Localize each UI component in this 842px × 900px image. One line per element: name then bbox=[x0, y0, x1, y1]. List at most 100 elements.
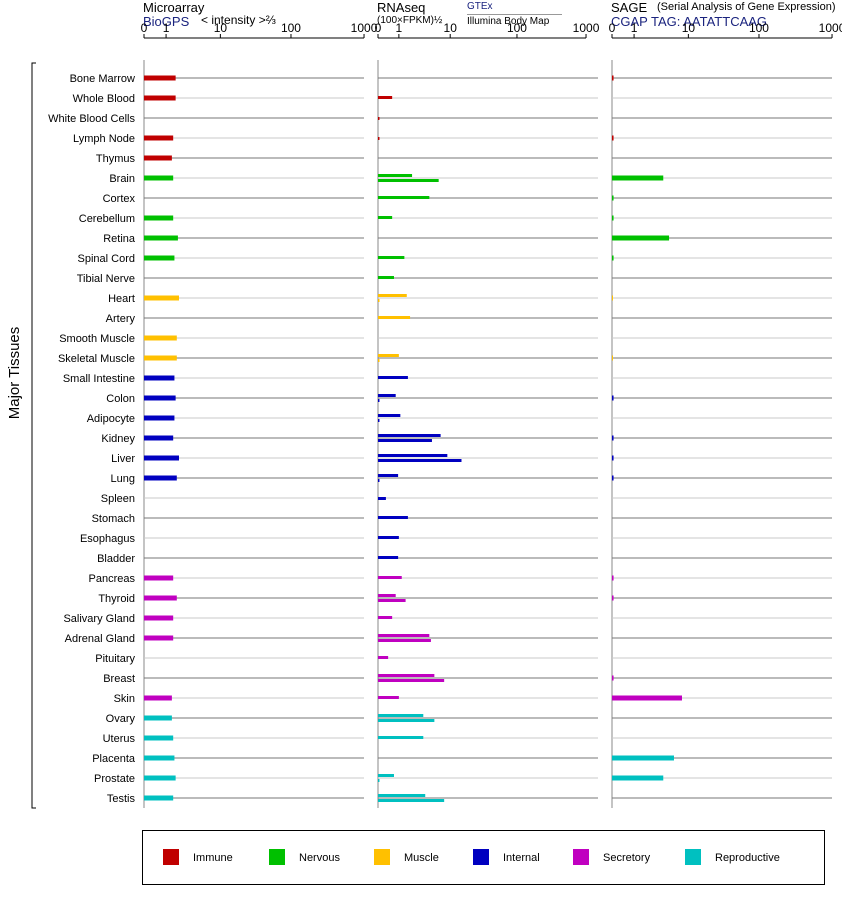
bar-microarray bbox=[144, 615, 174, 621]
bar-sage bbox=[612, 395, 614, 401]
bar-microarray bbox=[144, 735, 174, 741]
sage-tag: CGAP TAG: AATATTCAAG bbox=[611, 14, 768, 29]
bar-microarray bbox=[144, 755, 175, 761]
tissue-label: Prostate bbox=[94, 773, 135, 785]
tissue-label: Stomach bbox=[92, 513, 135, 525]
bar-microarray bbox=[144, 215, 174, 221]
bar-rnaseq-ibm bbox=[378, 117, 380, 120]
tissue-label: Breast bbox=[103, 673, 135, 685]
axes-layer bbox=[31, 34, 833, 809]
legend-label-reproductive: Reproductive bbox=[715, 852, 780, 864]
bar-rnaseq-gtex bbox=[378, 474, 399, 477]
bar-sage bbox=[612, 175, 664, 181]
bar-sage bbox=[612, 595, 614, 601]
tissue-label: Retina bbox=[103, 233, 136, 245]
legend-label-immune: Immune bbox=[193, 852, 233, 864]
tissue-label: White Blood Cells bbox=[48, 113, 135, 125]
rnaseq-source-divider bbox=[467, 14, 562, 15]
bar-rnaseq-gtex bbox=[378, 434, 441, 437]
tick-label: 1 bbox=[163, 21, 170, 35]
bar-sage bbox=[612, 255, 614, 261]
tick-label: 0 bbox=[609, 21, 616, 35]
legend-swatch-reproductive bbox=[685, 849, 701, 865]
bar-sage bbox=[612, 455, 614, 461]
tissue-label: Testis bbox=[107, 793, 136, 805]
bar-rnaseq-gtex bbox=[378, 696, 399, 699]
bar-rnaseq-gtex bbox=[378, 774, 394, 777]
bar-rnaseq-gtex bbox=[378, 276, 394, 279]
microarray-unit: < intensity >⅔ bbox=[201, 13, 276, 27]
bar-rnaseq-gtex bbox=[378, 256, 405, 259]
bar-sage bbox=[612, 575, 614, 581]
bar-rnaseq-ibm bbox=[378, 679, 445, 682]
bar-rnaseq-ibm bbox=[378, 719, 435, 722]
bar-rnaseq-gtex bbox=[378, 196, 430, 199]
legend-swatch-nervous bbox=[269, 849, 285, 865]
tick-label: 0 bbox=[141, 21, 148, 35]
bar-rnaseq-ibm bbox=[378, 459, 462, 462]
bar-microarray bbox=[144, 175, 174, 181]
bar-sage bbox=[612, 75, 614, 81]
bar-microarray bbox=[144, 135, 174, 141]
tick-label: 10 bbox=[214, 21, 228, 35]
bar-rnaseq-gtex bbox=[378, 316, 411, 319]
bar-rnaseq-gtex bbox=[378, 354, 399, 357]
tick-label: 10 bbox=[682, 21, 696, 35]
bar-rnaseq-gtex bbox=[378, 616, 393, 619]
bar-microarray bbox=[144, 155, 172, 161]
tissue-label: Cortex bbox=[103, 193, 136, 205]
tick-label: 1000 bbox=[819, 21, 842, 35]
legend-swatch-muscle bbox=[374, 849, 390, 865]
bar-microarray bbox=[144, 435, 174, 441]
bar-rnaseq-ibm bbox=[378, 799, 445, 802]
bar-rnaseq-gtex bbox=[378, 736, 424, 739]
tissue-label: Liver bbox=[111, 453, 135, 465]
tissue-label: Adrenal Gland bbox=[65, 633, 135, 645]
tissue-label: Whole Blood bbox=[73, 93, 135, 105]
bar-microarray bbox=[144, 635, 174, 641]
bar-microarray bbox=[144, 455, 179, 461]
labels-layer: 011010010000110100100001101001000Major T… bbox=[6, 21, 842, 805]
sage-title: SAGE bbox=[611, 0, 648, 15]
legend-label-muscle: Muscle bbox=[404, 852, 439, 864]
bar-sage bbox=[612, 755, 674, 761]
tissue-label: Heart bbox=[108, 293, 135, 305]
bar-rnaseq-ibm bbox=[378, 179, 439, 182]
tissue-label: Spinal Cord bbox=[78, 253, 135, 265]
bar-microarray bbox=[144, 595, 177, 601]
bar-sage bbox=[612, 675, 614, 681]
bar-rnaseq-gtex bbox=[378, 794, 426, 797]
bar-microarray bbox=[144, 695, 172, 701]
bar-rnaseq-gtex bbox=[378, 216, 393, 219]
legend-label-secretory: Secretory bbox=[603, 852, 651, 864]
legend-swatch-internal bbox=[473, 849, 489, 865]
bar-sage bbox=[612, 195, 614, 201]
tick-label: 1 bbox=[396, 21, 403, 35]
tick-label: 1000 bbox=[573, 21, 600, 35]
tick-label: 0 bbox=[375, 21, 382, 35]
tick-label: 100 bbox=[749, 21, 769, 35]
bar-rnaseq-gtex bbox=[378, 454, 448, 457]
tissue-label: Colon bbox=[106, 393, 135, 405]
bar-microarray bbox=[144, 335, 177, 341]
bar-rnaseq-gtex bbox=[378, 536, 399, 539]
microarray-title: Microarray bbox=[143, 0, 205, 15]
bar-rnaseq-ibm bbox=[378, 137, 380, 140]
tissue-label: Artery bbox=[106, 313, 136, 325]
tissue-label: Pancreas bbox=[89, 573, 136, 585]
bar-rnaseq-gtex bbox=[378, 594, 396, 597]
bar-rnaseq-gtex bbox=[378, 576, 402, 579]
bar-rnaseq-ibm bbox=[378, 419, 380, 422]
y-group-label: Major Tissues bbox=[6, 327, 23, 420]
grid-layer bbox=[144, 77, 832, 799]
bar-rnaseq-gtex bbox=[378, 174, 413, 177]
tissue-label: Esophagus bbox=[80, 533, 136, 545]
tissue-bracket bbox=[31, 62, 36, 809]
bar-microarray bbox=[144, 775, 176, 781]
bars-layer bbox=[144, 75, 682, 802]
tissue-label: Spleen bbox=[101, 493, 135, 505]
tissue-label: Salivary Gland bbox=[63, 613, 135, 625]
bar-microarray bbox=[144, 295, 179, 301]
bar-rnaseq-gtex bbox=[378, 414, 401, 417]
tissue-label: Bladder bbox=[97, 553, 135, 565]
